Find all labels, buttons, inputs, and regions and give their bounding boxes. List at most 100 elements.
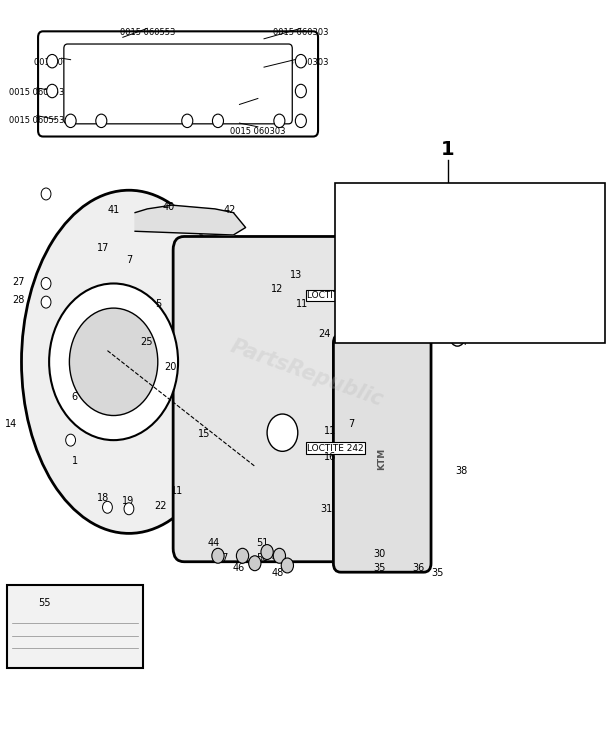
Text: 20: 20 bbox=[165, 362, 177, 372]
Text: 12: 12 bbox=[271, 284, 284, 295]
Text: 10: 10 bbox=[357, 269, 370, 280]
FancyBboxPatch shape bbox=[7, 585, 143, 668]
Text: 11: 11 bbox=[171, 486, 183, 496]
Circle shape bbox=[124, 503, 134, 515]
Text: 5,6,7,9,10,11,15,16,17,: 5,6,7,9,10,11,15,16,17, bbox=[341, 192, 515, 204]
FancyBboxPatch shape bbox=[64, 44, 292, 124]
Text: 41: 41 bbox=[107, 205, 120, 216]
FancyBboxPatch shape bbox=[333, 334, 431, 572]
Text: 0015 060303: 0015 060303 bbox=[273, 28, 328, 37]
Text: 0015 060303: 0015 060303 bbox=[230, 127, 286, 136]
Circle shape bbox=[295, 84, 306, 98]
Text: 18: 18 bbox=[97, 493, 109, 504]
Text: +GETRIEBELAGER: +GETRIEBELAGER bbox=[341, 241, 473, 254]
Text: 36: 36 bbox=[413, 563, 425, 574]
Circle shape bbox=[182, 114, 193, 128]
Circle shape bbox=[450, 310, 465, 328]
Circle shape bbox=[41, 296, 51, 308]
Text: 7: 7 bbox=[126, 254, 132, 265]
Text: 33: 33 bbox=[456, 317, 468, 327]
Text: 34: 34 bbox=[456, 336, 468, 347]
Text: 0015 060303: 0015 060303 bbox=[273, 58, 328, 67]
Text: 50: 50 bbox=[257, 553, 269, 563]
Text: 44: 44 bbox=[208, 538, 220, 548]
Circle shape bbox=[267, 414, 298, 451]
Text: 35: 35 bbox=[373, 563, 386, 574]
Text: 0015 060553: 0015 060553 bbox=[9, 116, 64, 125]
Ellipse shape bbox=[21, 190, 236, 533]
Text: 19: 19 bbox=[122, 496, 134, 507]
Text: 27: 27 bbox=[12, 277, 25, 287]
Circle shape bbox=[66, 434, 76, 446]
Text: 42: 42 bbox=[224, 205, 236, 216]
Circle shape bbox=[212, 114, 223, 128]
FancyBboxPatch shape bbox=[173, 236, 379, 562]
Text: 51: 51 bbox=[257, 538, 269, 548]
Text: LOCTITE 242: LOCTITE 242 bbox=[307, 444, 363, 453]
Circle shape bbox=[249, 556, 261, 571]
Text: 490.30.023.000, 580.33.090.000,): 490.30.023.000, 580.33.090.000,) bbox=[341, 315, 507, 325]
Text: 11: 11 bbox=[324, 426, 336, 436]
Text: 25: 25 bbox=[140, 336, 152, 347]
Text: 5: 5 bbox=[155, 299, 161, 310]
Text: L: L bbox=[451, 242, 456, 253]
Text: 21: 21 bbox=[373, 322, 386, 332]
Text: 9: 9 bbox=[383, 295, 389, 305]
Text: 15: 15 bbox=[198, 429, 210, 439]
Text: PartsRepublic: PartsRepublic bbox=[228, 336, 386, 410]
Text: 28: 28 bbox=[12, 295, 25, 305]
Text: LOCTITE 242: LOCTITE 242 bbox=[307, 291, 363, 300]
Text: 38: 38 bbox=[456, 466, 468, 477]
Circle shape bbox=[295, 54, 306, 68]
Circle shape bbox=[96, 114, 107, 128]
Circle shape bbox=[69, 308, 158, 416]
Text: 17: 17 bbox=[97, 242, 109, 253]
Circle shape bbox=[236, 548, 249, 563]
Text: 11: 11 bbox=[296, 299, 308, 310]
Text: 1: 1 bbox=[441, 140, 455, 159]
Circle shape bbox=[47, 84, 58, 98]
Circle shape bbox=[41, 278, 51, 289]
Circle shape bbox=[273, 548, 286, 563]
Polygon shape bbox=[135, 205, 246, 235]
Circle shape bbox=[47, 54, 58, 68]
Text: 35: 35 bbox=[431, 568, 443, 578]
Text: 24: 24 bbox=[318, 329, 330, 339]
Circle shape bbox=[49, 283, 178, 440]
Circle shape bbox=[261, 545, 273, 560]
Circle shape bbox=[450, 328, 465, 346]
FancyBboxPatch shape bbox=[38, 31, 318, 137]
Text: KTM: KTM bbox=[378, 448, 386, 470]
Text: 46: 46 bbox=[232, 563, 244, 574]
Text: 16: 16 bbox=[324, 451, 336, 462]
Circle shape bbox=[281, 558, 293, 573]
Circle shape bbox=[41, 188, 51, 200]
Text: (2 x 565.33.093.000, 0625 201029,: (2 x 565.33.093.000, 0625 201029, bbox=[341, 290, 514, 300]
Text: LOCTITE 242: LOCTITE 242 bbox=[396, 328, 453, 337]
Text: TRANSMISSION BEARINGS: TRANSMISSION BEARINGS bbox=[341, 266, 536, 278]
Text: 22: 22 bbox=[155, 501, 167, 511]
Text: 6: 6 bbox=[72, 392, 78, 402]
Text: 48: 48 bbox=[271, 568, 284, 578]
Circle shape bbox=[295, 114, 306, 128]
Text: 0015 060553: 0015 060553 bbox=[9, 88, 64, 97]
Text: 47: 47 bbox=[216, 553, 228, 563]
Circle shape bbox=[274, 114, 285, 128]
Text: 14: 14 bbox=[5, 419, 17, 429]
Text: 21,23,24,47,48,50,51: 21,23,24,47,48,50,51 bbox=[341, 216, 500, 229]
Text: 30: 30 bbox=[373, 548, 386, 559]
Text: 31: 31 bbox=[321, 504, 333, 514]
Text: 55: 55 bbox=[38, 598, 50, 608]
Text: 0015 060303: 0015 060303 bbox=[230, 98, 286, 107]
Text: 0015 060553: 0015 060553 bbox=[120, 28, 175, 37]
Text: 13: 13 bbox=[290, 269, 302, 280]
Circle shape bbox=[103, 501, 112, 513]
Text: 7: 7 bbox=[348, 419, 354, 429]
Text: 0015 060553: 0015 060553 bbox=[34, 58, 89, 67]
Text: 47: 47 bbox=[271, 553, 284, 563]
Text: 1: 1 bbox=[72, 456, 78, 466]
Text: 40: 40 bbox=[163, 202, 175, 213]
Circle shape bbox=[212, 548, 224, 563]
FancyBboxPatch shape bbox=[335, 183, 605, 343]
Circle shape bbox=[65, 114, 76, 128]
